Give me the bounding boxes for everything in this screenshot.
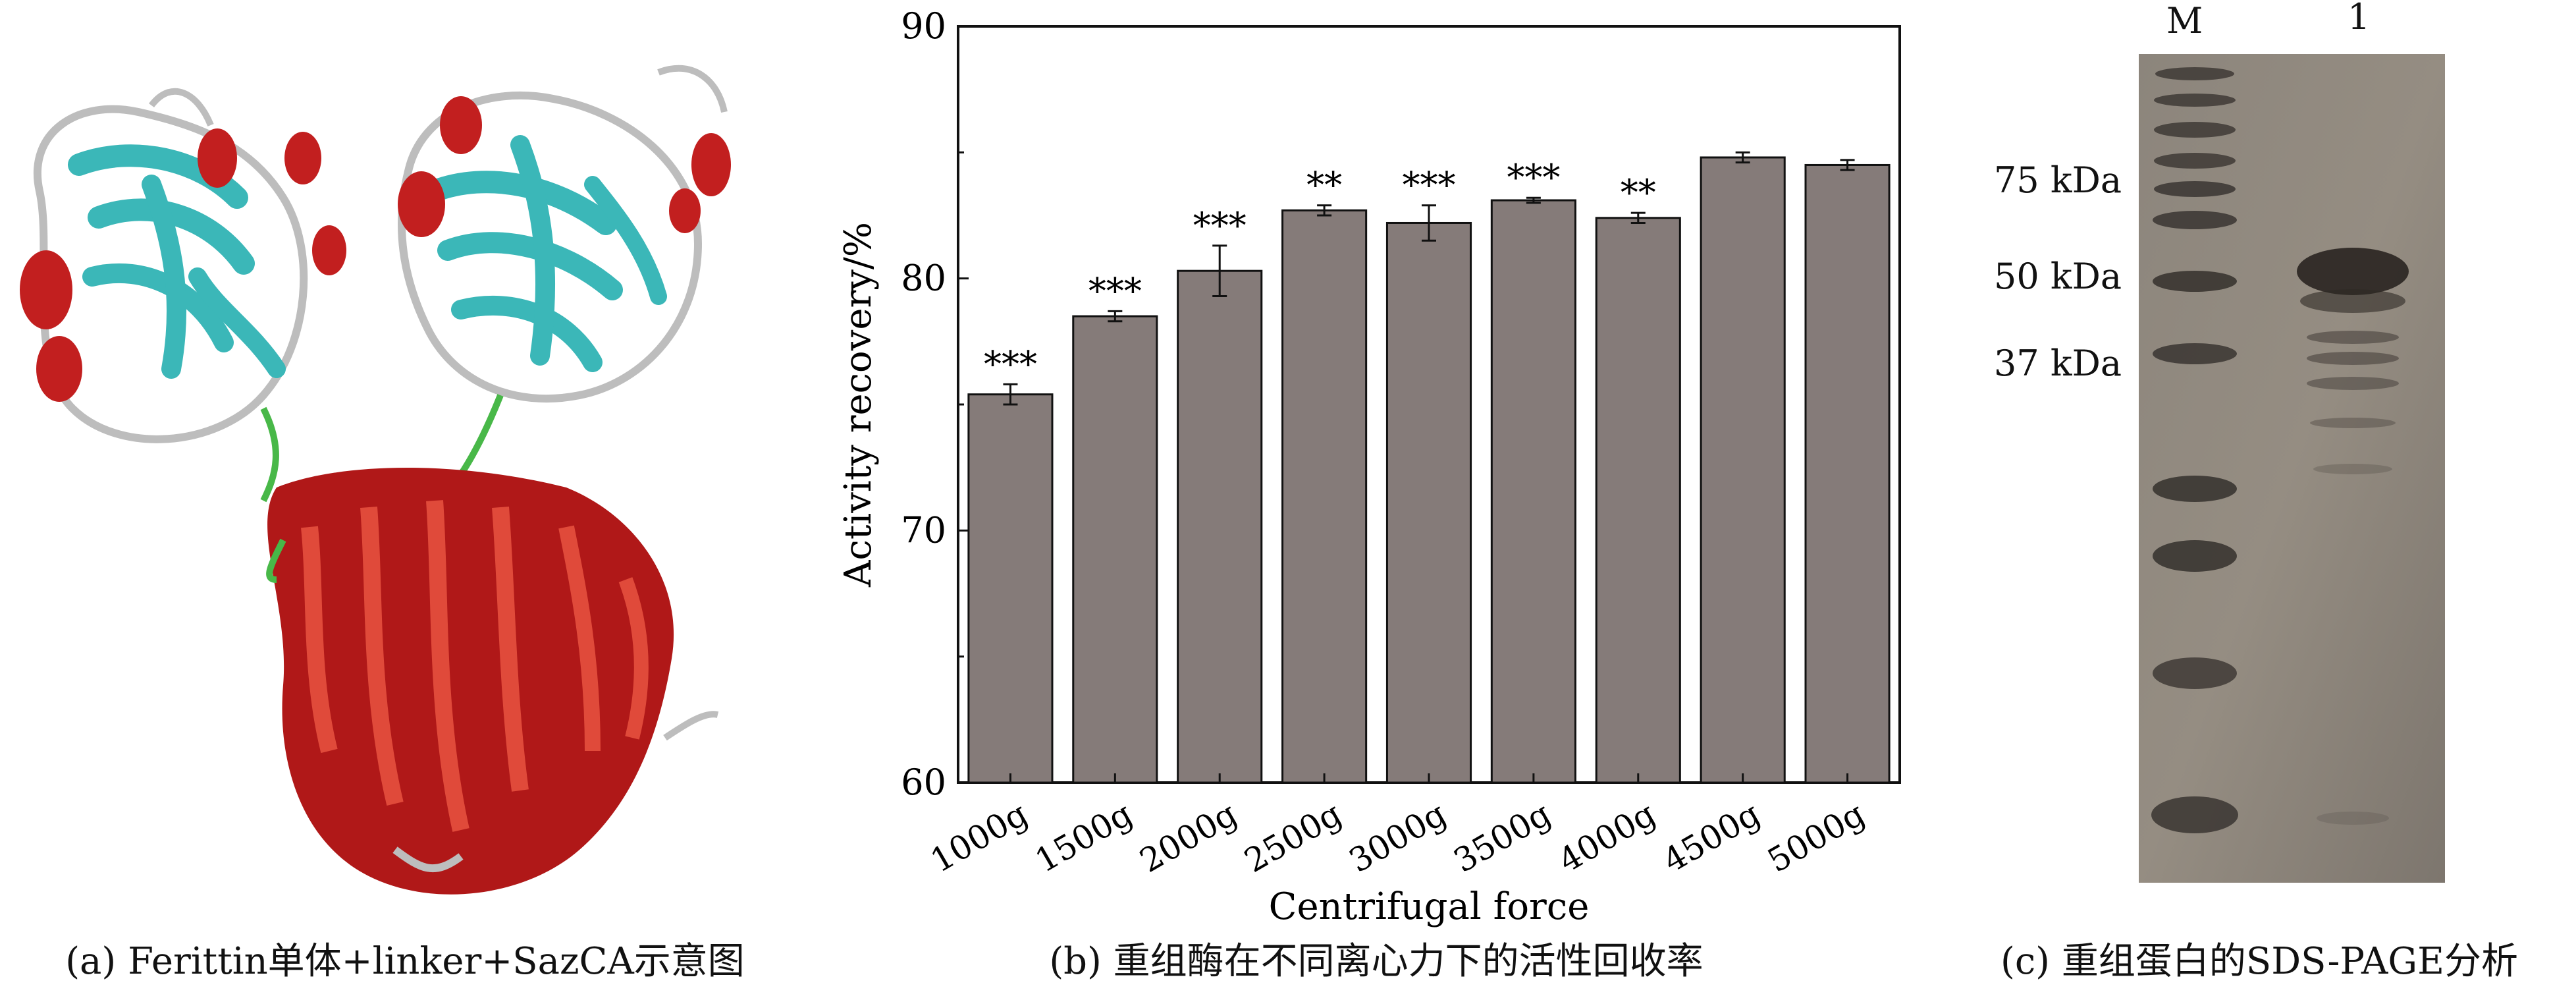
bar-4500g [1700, 156, 1786, 784]
panel-a-caption: (a) Ferittin单体+linker+SazCA示意图 [65, 940, 745, 983]
bar-4000g [1595, 217, 1681, 784]
bar-2500g [1281, 209, 1368, 784]
significance-2500g: ** [1306, 165, 1342, 206]
bars-group [967, 156, 1891, 784]
significance-3000g: *** [1403, 165, 1456, 206]
significance-1500g: *** [1088, 270, 1142, 312]
bar-2000g [1177, 269, 1263, 784]
bar-3000g [1385, 221, 1472, 784]
x-tick-label-3500g: 3500g [1447, 794, 1557, 880]
protein-structure-illustration [20, 65, 731, 895]
x-tick-label-3000g: 3000g [1343, 794, 1453, 880]
bar-3500g [1490, 199, 1576, 784]
lane-label-marker: M [2166, 0, 2203, 42]
errorbar-3000g [1422, 204, 1436, 242]
errorbar-4000g [1630, 211, 1646, 224]
significance-group: *********** *** *** ** [984, 157, 1656, 385]
errorbar-3500g [1526, 196, 1541, 204]
bar-1000g [967, 393, 1054, 784]
sample-lane [2297, 248, 2409, 825]
y-tick-label-90: 90 [901, 5, 946, 47]
panel-b: *** *** *** ** *** *** ** 60 70 80 90 1000g 1500g 2… [810, 0, 1943, 998]
errorbar-2000g [1212, 244, 1227, 297]
errorbar-1000g [1003, 383, 1018, 406]
x-axis: 1000g1500g2000g2500g3000g3500g4000g4500g… [925, 773, 1871, 880]
errorbar-1500g [1108, 310, 1123, 323]
panel-c: M 1 75 kDa 50 kDa 37 kDa [1943, 0, 2576, 998]
ferritin-helix-domain [266, 468, 719, 895]
lane-label-sample: 1 [2348, 0, 2371, 38]
errorbars-group [1003, 151, 1855, 406]
panel-b-caption: (b) 重组酶在不同离心力下的活性回收率 [1049, 940, 1704, 983]
y-tick-label-70: 70 [901, 509, 946, 551]
significance-1000g: *** [984, 343, 1037, 385]
errorbar-2500g [1317, 204, 1332, 217]
gel-background [2139, 54, 2445, 883]
errorbar-5000g [1840, 159, 1855, 171]
x-tick-label-4500g: 4500g [1657, 794, 1767, 880]
y-tick-label-60: 60 [901, 762, 946, 803]
errorbar-4500g [1735, 151, 1750, 164]
y-tick-label-80: 80 [901, 258, 946, 299]
panel-a: (a) Ferittin单体+linker+SazCA示意图 [0, 0, 810, 998]
bar-5000g [1804, 163, 1891, 784]
significance-2000g: *** [1193, 205, 1247, 246]
x-tick-label-5000g: 5000g [1761, 794, 1871, 880]
x-tick-label-2500g: 2500g [1238, 794, 1348, 880]
x-axis-title: Centrifugal force [1269, 885, 1590, 928]
x-tick-label-1500g: 1500g [1029, 794, 1139, 880]
marker-label-75kda: 75 kDa [1994, 159, 2122, 201]
panel-c-caption: (c) 重组蛋白的SDS-PAGE分析 [2000, 940, 2519, 983]
x-tick-label-4000g: 4000g [1552, 794, 1662, 880]
marker-label-37kda: 37 kDa [1994, 343, 2122, 384]
marker-lane [2151, 67, 2238, 833]
sazca-domain-right [398, 65, 731, 476]
significance-4000g: ** [1621, 172, 1656, 213]
x-tick-label-1000g: 1000g [925, 794, 1034, 880]
y-axis: 60 70 80 90 [901, 5, 969, 803]
sds-page-gel [2139, 54, 2445, 883]
y-axis-title: Activity recovery/% [837, 222, 880, 588]
x-tick-label-2000g: 2000g [1133, 794, 1243, 880]
significance-3500g: *** [1507, 157, 1560, 198]
sazca-domain-left [20, 88, 346, 503]
bar-1500g [1072, 315, 1158, 784]
marker-label-50kda: 50 kDa [1994, 256, 2122, 297]
